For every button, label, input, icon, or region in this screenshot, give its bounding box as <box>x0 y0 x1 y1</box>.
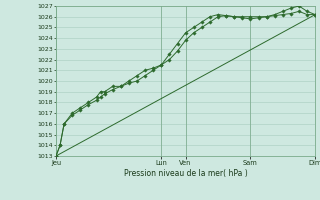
X-axis label: Pression niveau de la mer( hPa ): Pression niveau de la mer( hPa ) <box>124 169 247 178</box>
